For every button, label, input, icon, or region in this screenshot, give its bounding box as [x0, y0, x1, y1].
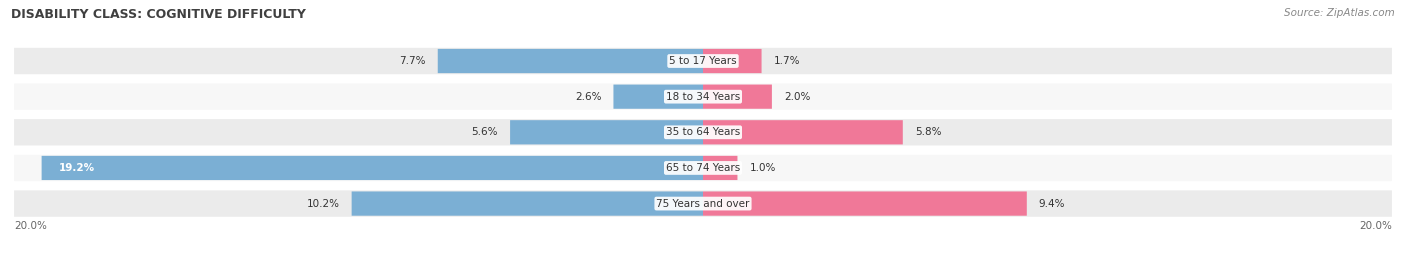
- Text: 65 to 74 Years: 65 to 74 Years: [666, 163, 740, 173]
- FancyBboxPatch shape: [437, 49, 703, 73]
- Text: 5.6%: 5.6%: [471, 127, 498, 137]
- FancyBboxPatch shape: [14, 83, 1392, 110]
- FancyBboxPatch shape: [510, 120, 703, 144]
- Text: 2.0%: 2.0%: [785, 92, 810, 102]
- Text: Source: ZipAtlas.com: Source: ZipAtlas.com: [1284, 8, 1395, 18]
- Text: 18 to 34 Years: 18 to 34 Years: [666, 92, 740, 102]
- FancyBboxPatch shape: [703, 85, 772, 109]
- Text: 19.2%: 19.2%: [59, 163, 96, 173]
- FancyBboxPatch shape: [352, 191, 703, 216]
- Text: 1.7%: 1.7%: [773, 56, 800, 66]
- FancyBboxPatch shape: [703, 191, 1026, 216]
- Text: 20.0%: 20.0%: [14, 221, 46, 231]
- FancyBboxPatch shape: [14, 190, 1392, 217]
- Text: 7.7%: 7.7%: [399, 56, 426, 66]
- Text: 1.0%: 1.0%: [749, 163, 776, 173]
- FancyBboxPatch shape: [703, 120, 903, 144]
- Text: 5.8%: 5.8%: [915, 127, 942, 137]
- Text: 2.6%: 2.6%: [575, 92, 602, 102]
- Text: 5 to 17 Years: 5 to 17 Years: [669, 56, 737, 66]
- FancyBboxPatch shape: [613, 85, 703, 109]
- FancyBboxPatch shape: [703, 156, 738, 180]
- Text: 10.2%: 10.2%: [307, 198, 340, 209]
- Text: 35 to 64 Years: 35 to 64 Years: [666, 127, 740, 137]
- FancyBboxPatch shape: [42, 156, 703, 180]
- FancyBboxPatch shape: [14, 119, 1392, 146]
- Text: 20.0%: 20.0%: [1360, 221, 1392, 231]
- FancyBboxPatch shape: [14, 48, 1392, 74]
- Text: 75 Years and over: 75 Years and over: [657, 198, 749, 209]
- FancyBboxPatch shape: [14, 155, 1392, 181]
- Text: 9.4%: 9.4%: [1039, 198, 1066, 209]
- FancyBboxPatch shape: [703, 49, 762, 73]
- Text: DISABILITY CLASS: COGNITIVE DIFFICULTY: DISABILITY CLASS: COGNITIVE DIFFICULTY: [11, 8, 307, 21]
